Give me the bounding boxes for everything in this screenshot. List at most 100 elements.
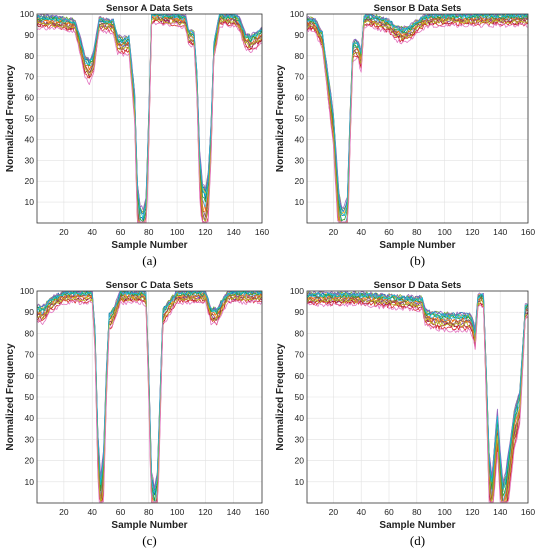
plot-frame <box>36 13 263 224</box>
y-tick-label: 30 <box>295 155 305 165</box>
series-line-2 <box>307 15 528 223</box>
panel-sensor-d: 20 40 60 80 100 120 140 160 10 20 30 40 50 60 70 80 90 10… <box>275 280 535 548</box>
x-tick-label: 100 <box>438 507 452 517</box>
x-tick-label: 160 <box>521 227 535 237</box>
y-tick-label: 20 <box>25 176 35 186</box>
series-line-13 <box>307 17 528 223</box>
y-tick-label: 90 <box>295 30 305 40</box>
y-tick-label: 100 <box>290 286 304 296</box>
panel-sensor-b: 20 40 60 80 100 120 140 160 10 20 30 40 50 60 70 80 90 10… <box>275 3 535 268</box>
x-tick-label: 40 <box>356 507 366 517</box>
panel-sensor-a: 20 40 60 80 100 120 140 160 10 20 30 40 50 60 70 80 90 10… <box>5 3 269 268</box>
x-tick-label: 40 <box>87 507 97 517</box>
y-tick-label: 70 <box>295 350 305 360</box>
y-tick-label: 10 <box>25 477 35 487</box>
y-tick-label: 80 <box>295 51 305 61</box>
chart-title: Sensor C Data Sets <box>106 280 194 291</box>
y-tick-label: 100 <box>290 9 304 19</box>
y-tick-label: 70 <box>25 72 35 82</box>
x-tick-label: 100 <box>170 507 184 517</box>
x-tick-label: 120 <box>198 507 212 517</box>
y-tick-label: 40 <box>25 134 35 144</box>
y-tick-label: 10 <box>295 197 305 207</box>
series-group <box>37 14 262 223</box>
y-tick-label: 40 <box>25 413 35 423</box>
series-line-9 <box>307 16 528 223</box>
y-tick-label: 90 <box>25 307 35 317</box>
x-tick-label: 140 <box>227 227 241 237</box>
y-axis-label: Normalized Frequency <box>275 343 286 451</box>
x-tick-label: 60 <box>116 507 126 517</box>
chart-title: Sensor D Data Sets <box>374 280 462 291</box>
y-tick-label: 80 <box>295 328 305 338</box>
plot-frame <box>306 290 529 504</box>
y-tick-label: 40 <box>295 413 305 423</box>
y-tick-label: 10 <box>295 477 305 487</box>
y-tick-label: 60 <box>25 371 35 381</box>
x-tick-label: 20 <box>59 507 69 517</box>
y-tick-label: 80 <box>25 328 35 338</box>
x-tick-label: 40 <box>87 227 97 237</box>
y-tick-label: 60 <box>25 93 35 103</box>
series-line-15 <box>307 298 528 503</box>
y-tick-label: 90 <box>295 307 305 317</box>
y-tick-label: 90 <box>25 30 35 40</box>
y-tick-label: 80 <box>25 51 35 61</box>
y-tick-label: 70 <box>295 72 305 82</box>
series-line-4 <box>307 18 528 223</box>
y-tick-label: 50 <box>25 114 35 124</box>
y-tick-label: 20 <box>295 456 305 466</box>
y-tick-label: 20 <box>25 456 35 466</box>
x-tick-label: 100 <box>438 227 452 237</box>
panel-caption: (c) <box>142 533 156 548</box>
plot-frame <box>36 290 263 504</box>
x-tick-label: 160 <box>521 507 535 517</box>
y-axis-label: Normalized Frequency <box>5 343 16 451</box>
y-tick-label: 100 <box>20 286 34 296</box>
x-axis-label: Sample Number <box>379 240 455 251</box>
series-line-16 <box>307 22 528 223</box>
x-tick-label: 80 <box>412 507 422 517</box>
x-tick-label: 20 <box>329 227 339 237</box>
series-line-6 <box>307 294 528 503</box>
y-tick-label: 50 <box>295 114 305 124</box>
series-line-11 <box>307 21 528 223</box>
y-tick-label: 40 <box>295 134 305 144</box>
series-line-15 <box>307 18 528 223</box>
chart-title: Sensor A Data Sets <box>106 3 193 14</box>
y-tick-label: 70 <box>25 350 35 360</box>
x-tick-label: 120 <box>465 227 479 237</box>
y-tick-label: 50 <box>295 392 305 402</box>
series-line-1 <box>307 14 528 216</box>
x-tick-label: 120 <box>465 507 479 517</box>
panel-caption: (b) <box>410 253 425 268</box>
y-tick-label: 100 <box>20 9 34 19</box>
y-tick-label: 50 <box>25 392 35 402</box>
x-tick-label: 60 <box>384 507 394 517</box>
series-line-16 <box>37 299 262 503</box>
x-tick-label: 80 <box>144 507 154 517</box>
series-line-8 <box>307 14 528 213</box>
x-tick-label: 40 <box>356 227 366 237</box>
x-tick-label: 160 <box>255 227 269 237</box>
x-tick-label: 140 <box>493 507 507 517</box>
y-tick-label: 20 <box>295 176 305 186</box>
x-tick-label: 100 <box>170 227 184 237</box>
x-tick-label: 20 <box>59 227 69 237</box>
x-axis-label: Sample Number <box>111 240 187 251</box>
y-tick-label: 10 <box>25 197 35 207</box>
x-tick-label: 80 <box>144 227 154 237</box>
x-tick-label: 80 <box>412 227 422 237</box>
y-axis-label: Normalized Frequency <box>5 64 16 172</box>
series-group <box>307 291 528 503</box>
x-tick-label: 120 <box>198 227 212 237</box>
chart-title: Sensor B Data Sets <box>374 3 462 14</box>
panel-caption: (a) <box>142 253 156 268</box>
x-tick-label: 140 <box>227 507 241 517</box>
x-axis-label: Sample Number <box>111 520 187 531</box>
x-axis-label: Sample Number <box>379 520 455 531</box>
series-line-7 <box>307 19 528 223</box>
series-group <box>37 291 262 503</box>
x-tick-label: 60 <box>384 227 394 237</box>
